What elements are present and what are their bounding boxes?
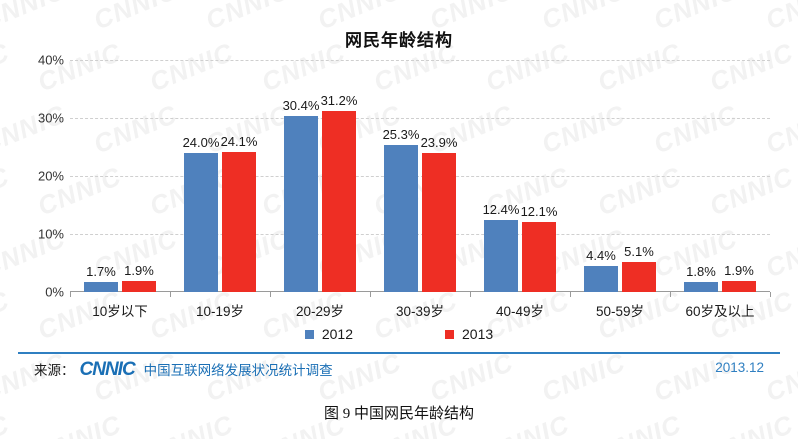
bar-2012[interactable]: 1.7% xyxy=(84,264,118,292)
y-axis-tick-label: 40% xyxy=(37,52,64,68)
x-axis-tick-mark xyxy=(170,292,171,297)
bar-value-label: 12.1% xyxy=(520,203,558,219)
plot-area: 0% 10% 20% 30% 40% 1.7% 1.9% 24.0% 24.1% 30.4% 31.… xyxy=(38,53,771,300)
bar-value-label: 12.4% xyxy=(482,202,520,218)
bar-2012[interactable]: 25.3% xyxy=(383,127,419,292)
chart-legend: 2012 2013 xyxy=(18,326,780,342)
legend-item-2012[interactable]: 2012 xyxy=(304,326,353,342)
bar-group: 4.4% 5.1% xyxy=(570,60,670,292)
bar-2013[interactable]: 1.9% xyxy=(722,263,756,292)
bar-2013[interactable]: 12.1% xyxy=(521,204,557,292)
figure-caption: 图 9 中国网民年龄结构 xyxy=(323,406,474,422)
bar-pair: 25.3% 23.9% xyxy=(370,60,470,292)
x-axis-category-label: 30-39岁 xyxy=(395,304,445,319)
bar-group: 24.0% 24.1% xyxy=(170,60,270,292)
bar-pair: 24.0% 24.1% xyxy=(170,60,270,292)
chart-container: 网民年龄结构 0% 10% 20% 30% 40% 1.7% 1.9% 24.0% 24.1% 3… xyxy=(18,8,780,390)
bar-value-label: 1.8% xyxy=(686,263,716,279)
x-axis-tick-mark xyxy=(570,292,571,297)
bar-value-label: 4.4% xyxy=(586,248,616,264)
bar-2013[interactable]: 24.1% xyxy=(221,134,257,292)
bar-group: 1.8% 1.9% xyxy=(670,60,770,292)
gridline xyxy=(70,176,770,177)
footer-date: 2013.12 xyxy=(715,360,764,375)
x-axis-tick-mark xyxy=(70,292,71,297)
chart-title: 网民年龄结构 xyxy=(345,31,453,50)
bar-2012[interactable]: 30.4% xyxy=(283,98,319,292)
bar-2013[interactable]: 1.9% xyxy=(122,263,156,292)
x-axis-category-label: 20-29岁 xyxy=(295,304,345,319)
bar-value-label: 1.9% xyxy=(724,262,754,278)
x-axis-category-label: 60岁及以上 xyxy=(685,304,755,319)
bar-group: 1.7% 1.9% xyxy=(70,60,170,292)
bar-group: 25.3% 23.9% xyxy=(370,60,470,292)
x-axis-tick-mark xyxy=(470,292,471,297)
bar-2013[interactable]: 31.2% xyxy=(321,93,357,292)
bar-value-label: 25.3% xyxy=(382,127,420,143)
legend-label: 2013 xyxy=(462,326,494,342)
bar-2013[interactable]: 5.1% xyxy=(622,244,656,292)
gridline xyxy=(70,234,770,235)
bar-value-label: 1.7% xyxy=(86,264,116,280)
bar-groups: 1.7% 1.9% 24.0% 24.1% 30.4% 31.2% 25.3% 23.9% 12… xyxy=(70,60,770,292)
bar-2012[interactable]: 1.8% xyxy=(684,264,718,292)
footer-divider xyxy=(18,352,780,354)
bar-value-label: 24.1% xyxy=(220,134,258,150)
bar-value-label: 30.4% xyxy=(282,97,320,113)
bar-pair: 4.4% 5.1% xyxy=(570,60,670,292)
x-axis-category-labels: 10岁以下 10-19岁 20-29岁 30-39岁 40-49岁 50-59岁 60岁及以… xyxy=(70,300,770,320)
bar-group: 30.4% 31.2% xyxy=(270,60,370,292)
x-axis-line xyxy=(70,291,770,292)
x-axis-tick-mark xyxy=(370,292,371,297)
bar-pair: 1.8% 1.9% xyxy=(670,60,770,292)
x-axis-category-label: 40-49岁 xyxy=(495,304,545,319)
footer-survey-text: 中国互联网络发展状况统计调查 xyxy=(143,363,333,378)
bar-value-label: 23.9% xyxy=(420,135,458,151)
bar-2012[interactable]: 4.4% xyxy=(584,248,618,292)
x-axis-tick-mark xyxy=(670,292,671,297)
legend-swatch-icon xyxy=(445,329,454,339)
y-axis-tick-label: 0% xyxy=(45,284,64,300)
legend-swatch-icon xyxy=(304,329,314,339)
x-axis-category-label: 50-59岁 xyxy=(595,304,645,319)
x-axis-tick-mark xyxy=(770,292,771,297)
gridline xyxy=(70,60,770,61)
bar-group: 12.4% 12.1% xyxy=(470,60,570,292)
x-axis-tick-mark xyxy=(270,292,271,297)
y-axis-tick-label: 30% xyxy=(37,110,64,126)
bar-value-label: 24.0% xyxy=(182,134,220,150)
watermark-text: CNNIC xyxy=(0,36,14,98)
bar-pair: 1.7% 1.9% xyxy=(70,60,170,292)
footer-source-label: 来源： xyxy=(34,363,75,378)
footer-source-group: 来源： CNNIC 中国互联网络发展状况统计调查 xyxy=(34,359,333,381)
legend-item-2013[interactable]: 2013 xyxy=(445,326,493,342)
bar-2013[interactable]: 23.9% xyxy=(421,135,457,292)
x-axis-category-label: 10岁以下 xyxy=(92,304,148,319)
bar-pair: 30.4% 31.2% xyxy=(270,60,370,292)
plot-wrapper: 0% 10% 20% 30% 40% 1.7% 1.9% 24.0% 24.1% 30.4% 31.… xyxy=(38,53,771,300)
cnnic-logo: CNNIC xyxy=(79,359,136,380)
bar-value-label: 1.9% xyxy=(124,262,154,278)
x-axis-category-label: 10-19岁 xyxy=(195,304,245,319)
bar-value-label: 31.2% xyxy=(320,93,358,109)
chart-footer: 来源： CNNIC 中国互联网络发展状况统计调查 2013.12 xyxy=(18,355,780,383)
y-axis-tick-label: 20% xyxy=(37,168,64,184)
bar-2012[interactable]: 24.0% xyxy=(183,135,219,292)
bar-2012[interactable]: 12.4% xyxy=(483,202,519,292)
bar-pair: 12.4% 12.1% xyxy=(470,60,570,292)
legend-label: 2012 xyxy=(321,326,353,342)
gridline xyxy=(70,118,770,119)
y-axis-tick-label: 10% xyxy=(37,226,64,242)
bar-value-label: 5.1% xyxy=(624,244,654,260)
